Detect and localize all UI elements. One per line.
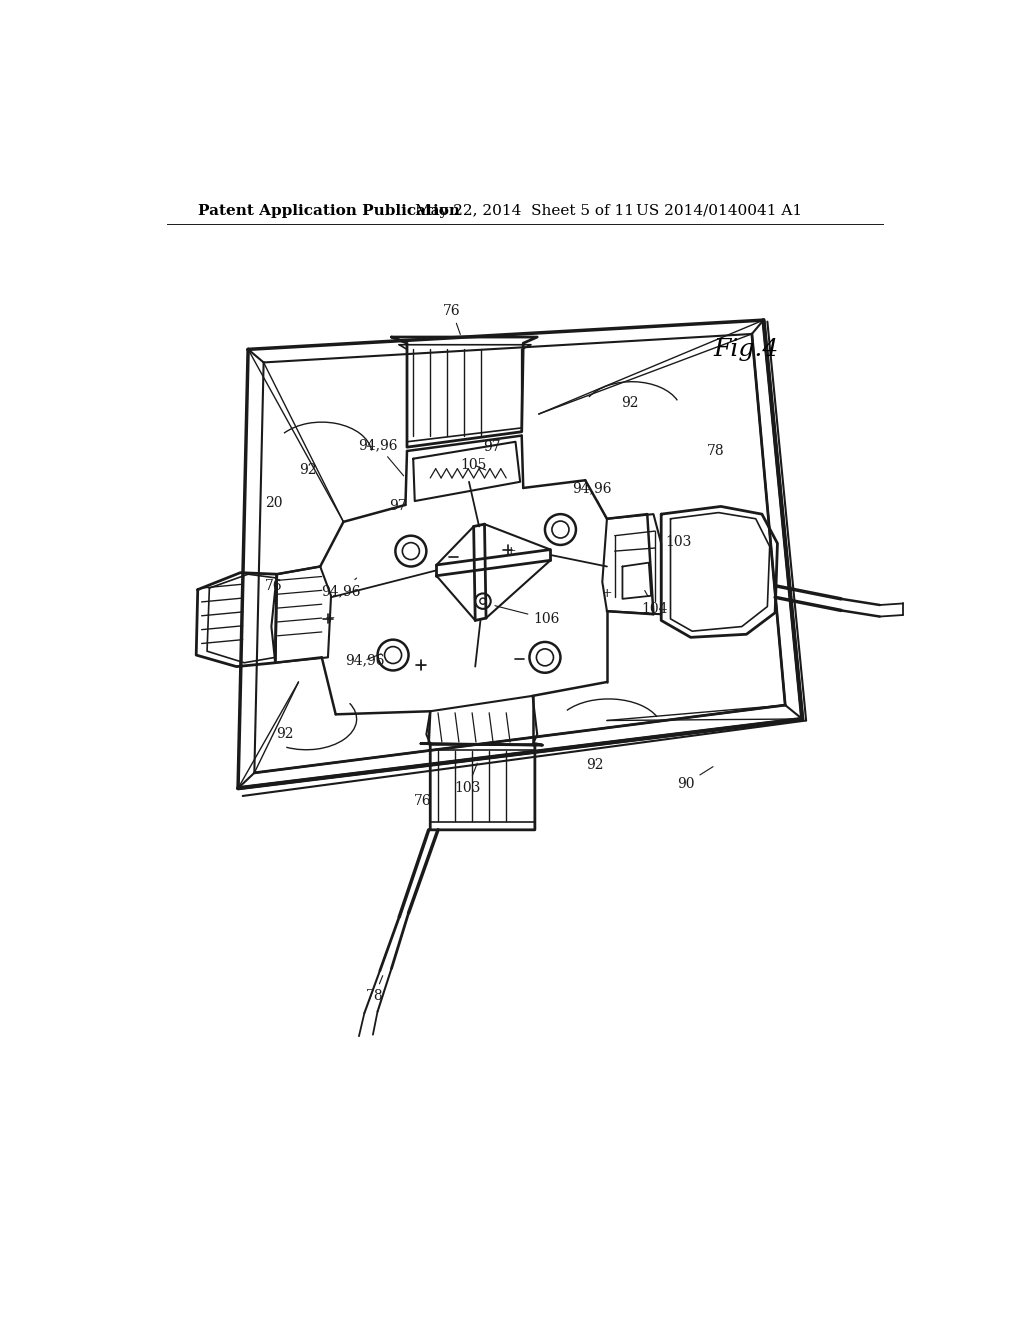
Text: 104: 104: [642, 590, 669, 616]
Text: 94,96: 94,96: [345, 653, 384, 668]
Text: US 2014/0140041 A1: US 2014/0140041 A1: [636, 203, 802, 218]
Text: 92: 92: [586, 758, 603, 772]
Text: 103: 103: [455, 763, 480, 795]
Text: 94,96: 94,96: [571, 480, 611, 517]
Text: 78: 78: [707, 444, 724, 458]
Text: +: +: [602, 587, 612, 601]
Text: 103: 103: [665, 535, 691, 549]
Text: 92: 92: [275, 727, 293, 742]
Text: 20: 20: [265, 496, 283, 511]
Text: Patent Application Publication: Patent Application Publication: [198, 203, 460, 218]
Text: 106: 106: [495, 606, 560, 626]
Text: 105: 105: [461, 458, 486, 471]
Text: 94,96: 94,96: [357, 438, 403, 475]
Text: 76: 76: [443, 304, 461, 334]
Text: +: +: [416, 660, 426, 673]
Text: 76: 76: [414, 795, 431, 808]
Text: 97: 97: [483, 440, 501, 454]
Text: 76: 76: [265, 578, 283, 593]
Text: 90: 90: [677, 767, 713, 791]
Text: Fig.4: Fig.4: [713, 338, 778, 360]
Text: May 22, 2014  Sheet 5 of 11: May 22, 2014 Sheet 5 of 11: [415, 203, 634, 218]
Text: +: +: [325, 612, 335, 626]
Text: 78: 78: [366, 975, 383, 1003]
Text: 94,96: 94,96: [322, 578, 360, 598]
Text: +: +: [506, 545, 516, 557]
Text: 97: 97: [389, 499, 407, 513]
Text: 92: 92: [299, 463, 316, 478]
Text: 92: 92: [622, 396, 639, 411]
